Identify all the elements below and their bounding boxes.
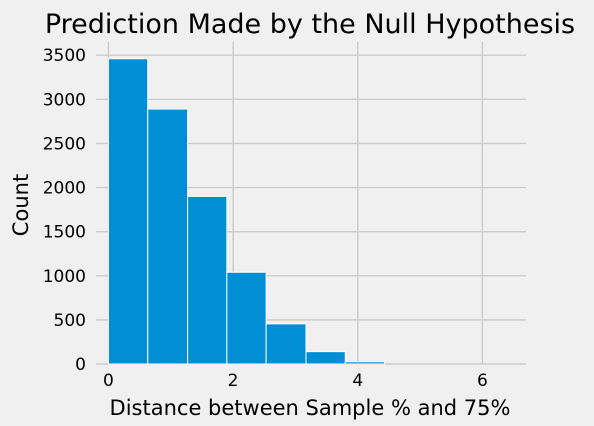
histogram-bar xyxy=(265,323,307,365)
x-tick-label: 4 xyxy=(352,371,363,391)
histogram-bar xyxy=(305,351,346,365)
histogram-bar xyxy=(147,108,189,365)
y-tick-label: 0 xyxy=(75,355,86,375)
y-tick-label: 1500 xyxy=(43,223,86,243)
chart-title: Prediction Made by the Null Hypothesis xyxy=(45,9,575,40)
x-axis-label: Distance between Sample % and 75% xyxy=(110,396,511,420)
x-tick-label: 0 xyxy=(103,371,114,391)
histogram-bar xyxy=(187,195,228,365)
y-tick-label: 3000 xyxy=(43,90,86,110)
y-tick-label: 2500 xyxy=(43,134,86,154)
tick-labels: 0 500 1000 1500 2000 2500 3000 3500 0 2 4 6 xyxy=(43,46,488,391)
histogram-bar xyxy=(344,361,386,365)
histogram-bar xyxy=(226,271,267,365)
y-tick-label: 2000 xyxy=(43,179,86,199)
x-tick-label: 2 xyxy=(228,371,239,391)
histogram-bars xyxy=(107,58,386,365)
histogram-bar xyxy=(107,58,149,365)
y-axis-label: Count xyxy=(9,174,33,236)
y-tick-label: 3500 xyxy=(43,46,86,66)
x-tick-label: 6 xyxy=(477,371,488,391)
y-tick-label: 1000 xyxy=(43,267,86,287)
y-tick-label: 500 xyxy=(54,311,86,331)
